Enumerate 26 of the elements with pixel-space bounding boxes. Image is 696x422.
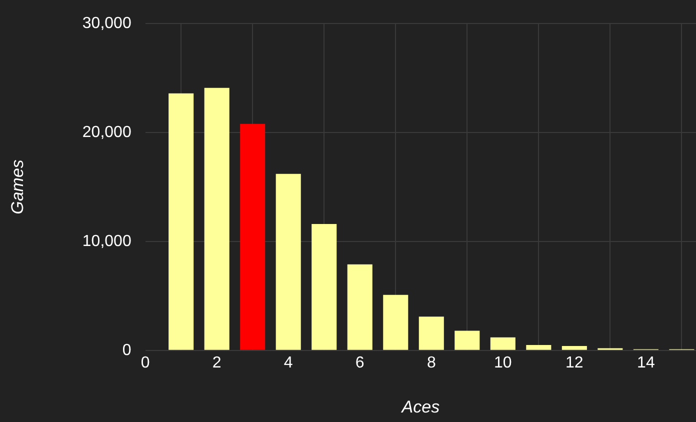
bar <box>454 330 480 350</box>
y-tick-label: 0 <box>122 342 132 359</box>
y-axis-title: Games <box>8 159 27 214</box>
bar <box>276 174 301 350</box>
bar <box>312 224 337 350</box>
x-tick-label: 14 <box>637 354 655 372</box>
bar <box>383 294 408 350</box>
bar <box>204 88 230 350</box>
bar <box>347 264 372 350</box>
bar <box>562 346 587 350</box>
bar <box>490 337 516 350</box>
x-tick-label: 4 <box>284 354 293 372</box>
bar <box>418 316 444 350</box>
x-tick-label: 2 <box>212 354 222 372</box>
x-tick-label: 12 <box>566 354 584 372</box>
bar <box>526 344 552 350</box>
y-tick-label: 20,000 <box>82 124 132 141</box>
bar <box>168 93 194 350</box>
x-tick-label: 8 <box>426 354 436 372</box>
x-tick-label: 0 <box>140 354 150 372</box>
y-tick-label: 10,000 <box>82 232 132 250</box>
x-tick-label: 6 <box>355 354 364 372</box>
x-tick-label: 10 <box>494 354 512 372</box>
y-tick-label: 30,000 <box>82 15 132 32</box>
bar <box>240 124 266 350</box>
x-axis-title: Aces <box>400 398 440 417</box>
